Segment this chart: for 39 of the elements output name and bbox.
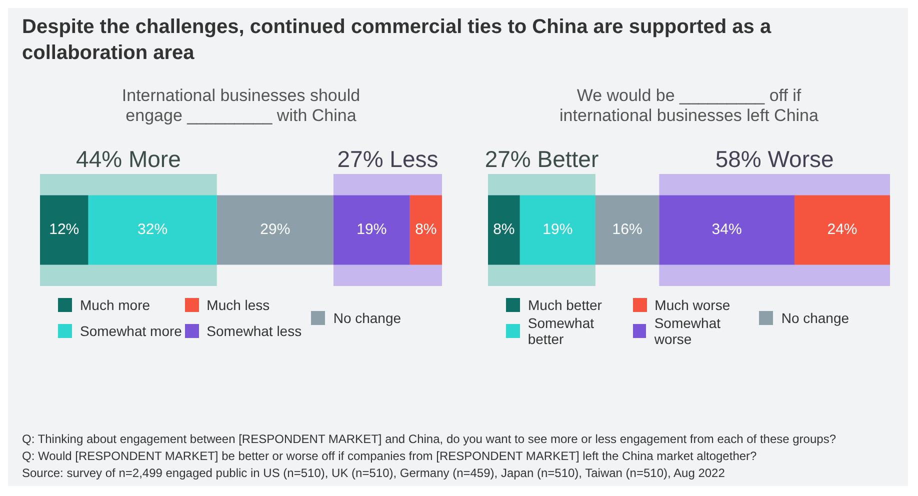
chart-title: Despite the challenges, continued commercial ties to China are supported as a collaboration area [21, 15, 772, 66]
bar [410, 195, 442, 265]
text: Q: Would [RESPONDENT MARKET] be better or worse off if companies from [RESPONDENT MARKET] left the China market altogether? [22, 448, 758, 465]
data-label: 19% [542, 221, 573, 238]
band-label: 27% Better [484, 146, 599, 172]
data-label: 34% [712, 221, 742, 238]
legend-label: Much less [206, 297, 270, 313]
legend-label: Somewhat better [528, 315, 596, 347]
source-note: Source: survey of n=2,499 engaged public in US (n=510), UK (n=510), Germany (n=459), Japan (n=510), Taiwan (n=510), Aug 2022 [22, 465, 726, 482]
text: Q: Thinking about engagement between [RESPONDENT MARKET] and China, do you want to see more or less engagement from each of these groups? [22, 431, 836, 448]
chart-subtitle: We would be _________ off if international businesses left China [558, 86, 820, 127]
data-label: 16% [612, 221, 642, 238]
data-label: 19% [356, 221, 387, 238]
legend-label: No change [333, 310, 402, 326]
bar [659, 195, 794, 265]
band-label: 44% More [76, 146, 181, 172]
band-label: 27% Less [337, 146, 438, 172]
legend-label: No change [781, 310, 850, 326]
data-label: 32% [138, 221, 168, 238]
bar [40, 195, 88, 265]
bar [333, 195, 410, 265]
chart-subtitle: International businesses should engage _________ with China [120, 86, 362, 127]
bar [488, 195, 520, 265]
bar [794, 195, 890, 265]
legend-label: Somewhat less [206, 323, 302, 339]
legend-label: Much more [80, 297, 150, 313]
legend-label: Much worse [654, 297, 730, 313]
band-label: 58% Worse [715, 146, 834, 172]
data-label: 8% [415, 221, 437, 238]
bar [520, 195, 596, 265]
data-label: 24% [827, 221, 858, 238]
legend-label: Much better [528, 297, 602, 313]
data-label: 29% [260, 221, 290, 238]
data-label: 8% [493, 221, 515, 238]
bar [88, 195, 217, 265]
bar [595, 195, 660, 265]
legend-label: Somewhat worse [654, 315, 722, 347]
data-label: 12% [49, 221, 80, 238]
legend-label: Somewhat more [80, 323, 182, 339]
